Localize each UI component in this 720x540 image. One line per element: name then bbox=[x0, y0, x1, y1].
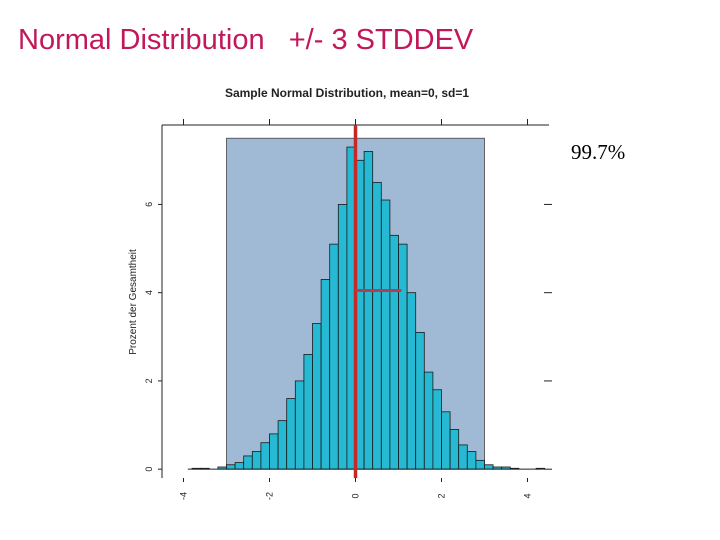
histogram-bar bbox=[294, 380, 305, 470]
chart-title: Sample Normal Distribution, mean=0, sd=1 bbox=[225, 86, 469, 100]
histogram-bar bbox=[277, 420, 288, 470]
histogram-bar bbox=[415, 331, 425, 470]
histogram-bar bbox=[243, 455, 253, 470]
coverage-label: 99.7% bbox=[571, 140, 626, 164]
histogram-bar bbox=[303, 354, 313, 470]
x-tick-label: 4 bbox=[523, 493, 533, 498]
x-tick-label: 2 bbox=[437, 493, 447, 498]
slide-title: Normal Distribution +/- 3 STDDEV bbox=[18, 24, 474, 56]
histogram-bar bbox=[251, 451, 262, 470]
x-tick-label: -2 bbox=[265, 492, 275, 500]
y-tick-label: 4 bbox=[144, 290, 154, 295]
histogram-bar bbox=[363, 151, 374, 470]
histogram-bar bbox=[234, 462, 245, 470]
histogram-bar bbox=[329, 243, 339, 470]
y-tick-label: 6 bbox=[144, 202, 154, 207]
histogram-bar bbox=[286, 398, 296, 470]
y-tick-label: 2 bbox=[144, 378, 154, 383]
histogram-bar bbox=[441, 411, 451, 470]
histogram-bar bbox=[484, 464, 494, 470]
histogram-bar bbox=[398, 243, 408, 470]
histogram-bar bbox=[320, 279, 331, 470]
histogram-bar bbox=[269, 433, 279, 470]
x-tick-label: 0 bbox=[351, 493, 361, 498]
x-tick-label: -4 bbox=[179, 492, 189, 500]
histogram-bar bbox=[458, 444, 468, 470]
histogram-bar bbox=[423, 371, 434, 470]
histogram-bar bbox=[226, 464, 236, 470]
histogram-bar bbox=[337, 204, 348, 470]
histogram-bar bbox=[432, 389, 442, 470]
y-axis-label: Prozent der Gesamtheit bbox=[128, 249, 139, 355]
histogram-bar bbox=[475, 459, 485, 470]
histogram-bar bbox=[312, 323, 322, 470]
histogram-bar bbox=[260, 442, 270, 470]
histogram-bar bbox=[380, 199, 391, 470]
histogram-bar bbox=[449, 429, 460, 470]
y-tick-label: 0 bbox=[144, 467, 154, 472]
histogram-bar bbox=[466, 451, 477, 470]
histogram-bar bbox=[406, 292, 417, 470]
histogram-bar bbox=[389, 234, 399, 470]
histogram-bar bbox=[372, 181, 382, 470]
